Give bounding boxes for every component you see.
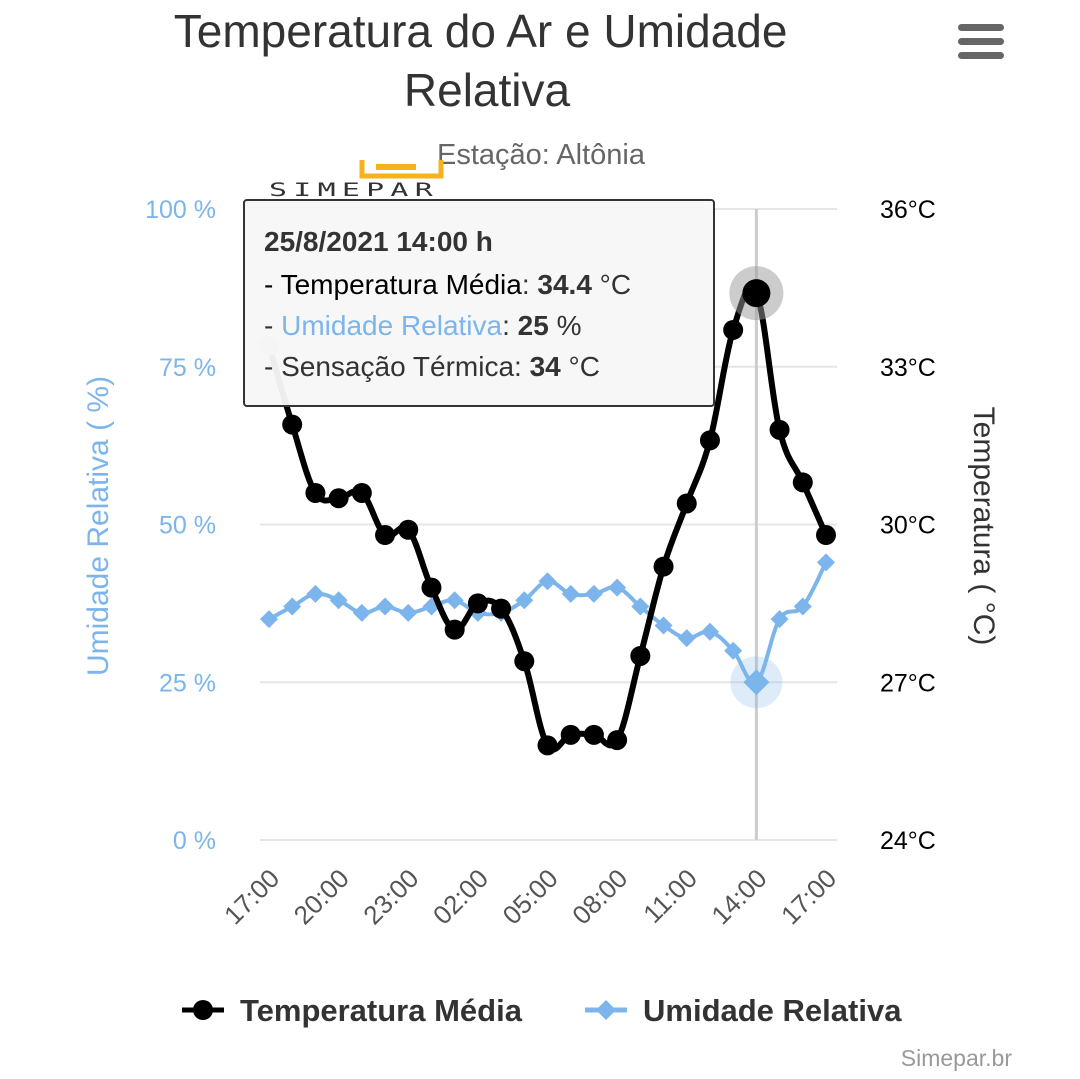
- umidade-point: [329, 591, 348, 610]
- umidade-point: [561, 584, 580, 603]
- temperatura-point: [444, 619, 465, 640]
- temperatura-point: [816, 525, 836, 546]
- temperatura-point: [630, 645, 651, 666]
- series-umidade-relativa: [260, 553, 835, 709]
- x-tick-label: 23:00: [357, 863, 424, 930]
- temperatura-point: [421, 577, 442, 598]
- temperatura-point: [351, 482, 372, 503]
- hamburger-menu-icon[interactable]: [958, 24, 1004, 59]
- x-tick-label: 05:00: [497, 863, 564, 930]
- legend-diamond-marker: [596, 1000, 616, 1020]
- umidade-point: [770, 610, 789, 629]
- tooltip-feels-like: - Sensação Térmica: 34 °C: [264, 351, 600, 382]
- tooltip-date: 25/8/2021 14:00 h: [264, 226, 493, 257]
- x-tick-label: 08:00: [566, 863, 633, 930]
- temperatura-point: [583, 724, 604, 745]
- umidade-point: [538, 572, 557, 591]
- umidade-point: [376, 597, 395, 616]
- right-tick-label: 33°C: [880, 354, 936, 382]
- right-tick-label: 30°C: [880, 512, 936, 540]
- x-tick-label: 20:00: [288, 863, 355, 930]
- umidade-point: [260, 610, 278, 629]
- umidade-point: [399, 603, 418, 622]
- left-tick-label: 0 %: [173, 827, 216, 855]
- temperatura-point: [328, 488, 349, 509]
- left-axis-title: Umidade Relativa ( %): [82, 376, 115, 676]
- temperatura-point: [305, 482, 326, 503]
- temperatura-point: [398, 519, 419, 540]
- x-tick-label: 02:00: [427, 863, 494, 930]
- umidade-point: [445, 591, 464, 610]
- tooltip-temperature: - Temperatura Média: 34.4 °C: [264, 269, 631, 300]
- temperatura-point: [560, 724, 581, 745]
- umidade-point: [608, 578, 627, 597]
- left-tick-label: 100 %: [145, 196, 216, 224]
- x-tick-label: 17:00: [775, 863, 842, 930]
- right-axis-title: Temperatura ( °C): [967, 407, 1000, 646]
- temperatura-point: [653, 556, 674, 577]
- right-tick-label: 27°C: [880, 669, 936, 697]
- temperatura-point: [375, 525, 396, 546]
- umidade-point: [515, 591, 534, 610]
- legend-item-temperatura[interactable]: Temperatura Média: [182, 993, 523, 1028]
- umidade-point: [743, 669, 770, 696]
- temperatura-point: [792, 472, 813, 493]
- credit-link[interactable]: Simepar.br: [901, 1045, 1013, 1071]
- umidade-point: [700, 622, 719, 641]
- right-tick-label: 36°C: [880, 196, 936, 224]
- temperatura-point: [742, 279, 771, 308]
- x-axis-ticks: 17:00 20:00 23:00 02:00 05:00 08:00 11:00 14:00…: [218, 863, 842, 930]
- temperatura-point: [514, 651, 535, 672]
- temperatura-point: [607, 730, 628, 751]
- right-axis-ticks: 24°C 27°C 30°C 33°C 36°C: [880, 196, 936, 855]
- umidade-point: [724, 641, 743, 660]
- x-tick-label: 14:00: [705, 863, 772, 930]
- umidade-point: [584, 584, 603, 603]
- legend-label-umidade: Umidade Relativa: [643, 993, 902, 1028]
- temperatura-point: [723, 319, 744, 340]
- simepar-logo: SIMEPAR: [269, 160, 444, 201]
- temperatura-point: [491, 598, 512, 619]
- temperatura-point: [676, 493, 697, 514]
- temperatura-point: [467, 593, 488, 614]
- tooltip: 25/8/2021 14:00 h - Temperatura Média: 3…: [243, 199, 715, 407]
- logo-text: SIMEPAR: [269, 179, 439, 201]
- umidade-point: [283, 597, 302, 616]
- legend-label-temperatura: Temperatura Média: [240, 993, 523, 1028]
- temperatura-point: [537, 735, 558, 756]
- umidade-point: [631, 597, 650, 616]
- right-tick-label: 24°C: [880, 827, 936, 855]
- legend-item-umidade[interactable]: Umidade Relativa: [585, 993, 902, 1028]
- umidade-point: [352, 603, 371, 622]
- chart-subtitle: Estação: Altônia: [437, 139, 646, 171]
- x-tick-label: 11:00: [637, 863, 703, 929]
- umidade-point: [654, 616, 673, 635]
- umidade-point: [793, 597, 812, 616]
- legend-circle-marker: [193, 1000, 213, 1020]
- left-axis-ticks: 0 % 25 % 50 % 75 % 100 %: [145, 196, 216, 855]
- series-temperatura-media: [259, 266, 836, 756]
- chart-title: Temperatura do Ar e Umidade Relativa: [174, 5, 800, 116]
- umidade-point: [817, 553, 835, 572]
- umidade-point: [677, 629, 696, 648]
- x-tick-label: 17:00: [218, 863, 285, 930]
- left-tick-label: 25 %: [159, 669, 216, 697]
- umidade-point: [306, 584, 325, 603]
- temperatura-point: [769, 419, 790, 440]
- temperatura-point: [282, 414, 303, 435]
- temperatura-point: [699, 430, 720, 451]
- tooltip-humidity: - Umidade Relativa: 25 %: [264, 310, 582, 341]
- left-tick-label: 75 %: [159, 354, 216, 382]
- left-tick-label: 50 %: [159, 512, 216, 540]
